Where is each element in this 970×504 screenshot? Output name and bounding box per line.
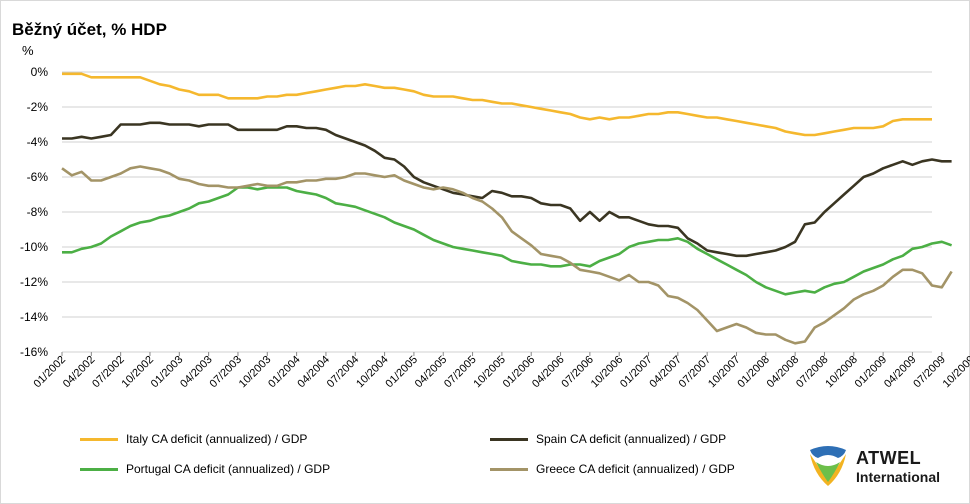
series-line-0	[62, 72, 932, 137]
y-axis-ticks: 0% -2% -4% -6% -8% -10% -12% -14% -16%	[20, 65, 48, 359]
legend-item-2: Portugal CA deficit (annualized) / GDP	[80, 462, 330, 476]
legend-item-0: Italy CA deficit (annualized) / GDP	[80, 432, 307, 446]
y-axis-label: %	[22, 43, 34, 58]
legend-item-3: Greece CA deficit (annualized) / GDP	[490, 462, 735, 476]
y-tick-label: -2%	[27, 100, 49, 114]
series-lines	[61, 72, 953, 345]
y-tick-label: -16%	[20, 345, 48, 359]
legend-label: Greece CA deficit (annualized) / GDP	[536, 462, 735, 476]
gridlines	[62, 71, 932, 353]
y-tick-label: -14%	[20, 310, 48, 324]
line-chart: 0% -2% -4% -6% -8% -10% -12% -14% -16% 01/200204…	[20, 65, 970, 390]
legend-label: Spain CA deficit (annualized) / GDP	[536, 432, 727, 446]
series-line-1	[62, 121, 952, 258]
series-line-3	[61, 165, 953, 345]
legend-item-1: Spain CA deficit (annualized) / GDP	[490, 432, 726, 446]
legend-swatch	[490, 467, 528, 471]
atwel-logo: ATWEL International	[804, 440, 964, 496]
logo-text-atwel: ATWEL	[856, 448, 922, 468]
legend-swatch	[490, 437, 528, 441]
y-tick-label: 0%	[31, 65, 49, 79]
y-tick-label: -12%	[20, 275, 48, 289]
legend-swatch	[80, 467, 118, 471]
legend-swatch	[80, 437, 118, 441]
y-tick-label: -8%	[27, 205, 49, 219]
series-line-2	[62, 186, 953, 296]
x-tick-label: 10/2009	[941, 354, 970, 391]
legend-label: Italy CA deficit (annualized) / GDP	[126, 432, 308, 446]
y-tick-label: -10%	[20, 240, 48, 254]
chart-title: Běžný účet, % HDP	[12, 20, 167, 39]
x-axis-ticks: 01/200204/200207/200210/200201/200304/20…	[32, 352, 970, 390]
y-tick-label: -4%	[27, 135, 49, 149]
y-tick-label: -6%	[27, 170, 49, 184]
legend-label: Portugal CA deficit (annualized) / GDP	[126, 462, 331, 476]
atwel-emblem-icon	[810, 446, 846, 486]
logo-text-international: International	[856, 469, 941, 485]
